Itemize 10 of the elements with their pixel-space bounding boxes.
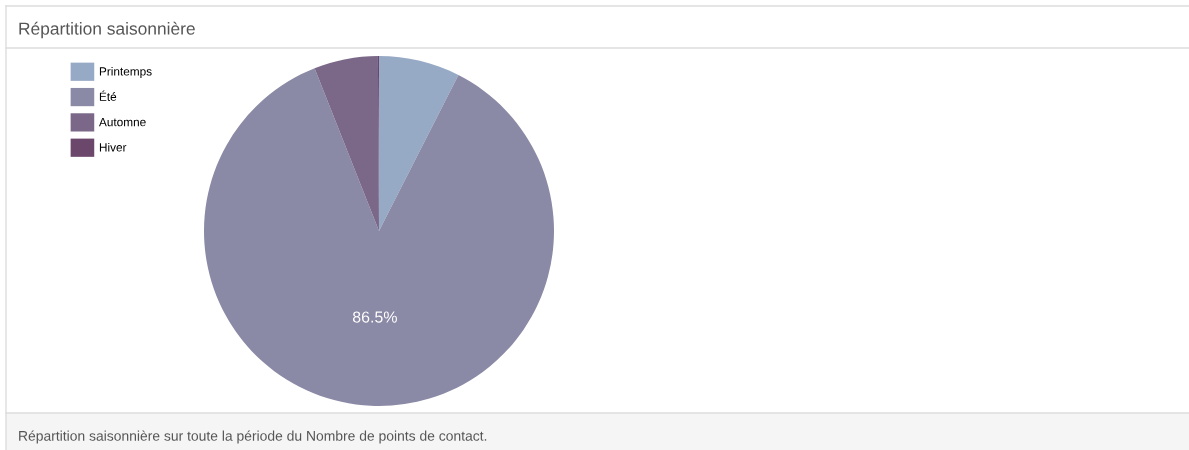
text: Répartition saisonnière sur toute la période du Nombre de points de contact. — [19, 430, 487, 444]
chart-title: Répartition saisonnière — [19, 21, 195, 39]
data-label: 86.5% — [352, 311, 397, 323]
legend-label: Printemps — [99, 66, 152, 78]
pie-slice — [379, 56, 459, 231]
pie-slice — [204, 68, 554, 406]
legend-label: Été — [99, 90, 117, 101]
legend-label: Automne — [98, 118, 146, 127]
legend-label: Hiver — [99, 142, 127, 152]
pie-slice — [314, 56, 379, 231]
